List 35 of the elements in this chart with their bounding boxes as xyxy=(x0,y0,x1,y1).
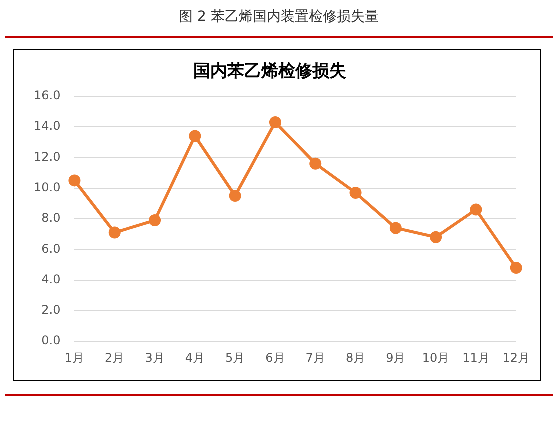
y-tick-label: 10.0 xyxy=(34,180,61,194)
caption: 图 2 苯乙烯国内装置检修损失量 xyxy=(178,8,380,26)
point xyxy=(149,214,162,227)
y-tick-label: 0.0 xyxy=(42,334,61,348)
x-tick-label: 6月 xyxy=(266,350,286,365)
y-tick-label: 2.0 xyxy=(42,303,61,318)
y-tick-label: 16.0 xyxy=(34,88,61,103)
x-tick-label: 2月 xyxy=(105,350,125,365)
point xyxy=(510,262,522,274)
x-tick-label: 7月 xyxy=(306,350,326,365)
x-tick-label: 9月 xyxy=(386,350,406,365)
x-tick-label: 3月 xyxy=(145,350,165,365)
point xyxy=(390,222,402,234)
x-tick-label: 12月 xyxy=(502,350,530,365)
point xyxy=(68,174,81,187)
point xyxy=(108,226,121,239)
x-tick-label: 11月 xyxy=(462,350,490,365)
point xyxy=(229,190,242,202)
point xyxy=(350,186,362,199)
x-tick-label: 8月 xyxy=(346,350,366,365)
point xyxy=(269,116,282,128)
point xyxy=(310,158,322,170)
x-tick-label: 10月 xyxy=(422,350,450,365)
point xyxy=(430,231,442,244)
y-tick-label: 6.0 xyxy=(42,242,61,256)
y-tick-label: 4.0 xyxy=(42,272,61,286)
point xyxy=(189,130,202,142)
x-tick-label: 5月 xyxy=(225,350,246,365)
chart-title: 国内苯乙烯检修损失 xyxy=(194,62,346,82)
point xyxy=(470,204,482,216)
x-tick-label: 1月 xyxy=(64,350,85,365)
y-tick-label: 14.0 xyxy=(34,119,61,134)
y-tick-label: 8.0 xyxy=(42,211,61,226)
x-tick-label: 4月 xyxy=(185,350,205,365)
y-tick-label: 12.0 xyxy=(34,150,61,164)
